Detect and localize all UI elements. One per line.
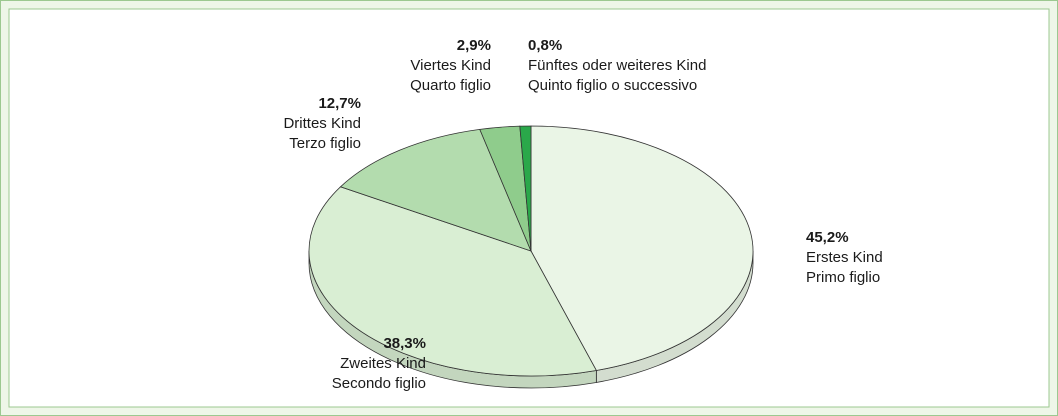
data-label: 38,3% [383,335,426,352]
slice-label: Secondo figlio [332,375,426,392]
slice-label: Quinto figlio o successivo [528,77,697,94]
slice-label: Drittes Kind [283,115,361,132]
slice-label: Fünftes oder weiteres Kind [528,57,706,74]
pie-slice [339,128,532,252]
data-label: 12,7% [318,95,361,112]
data-label: 45,2% [806,229,849,246]
slice-label: Quarto figlio [410,77,491,94]
pie-slice [530,125,754,371]
slice-label: Primo figlio [806,269,880,286]
slice-label: Viertes Kind [410,57,491,74]
slice-label: Terzo figlio [289,135,361,152]
data-label: 0,8% [528,37,562,54]
slice-label: Zweites Kind [340,355,426,372]
pie-slice [519,125,532,252]
pie-slice [308,186,597,377]
slice-label: Erstes Kind [806,249,883,266]
data-label: 2,9% [457,37,491,54]
